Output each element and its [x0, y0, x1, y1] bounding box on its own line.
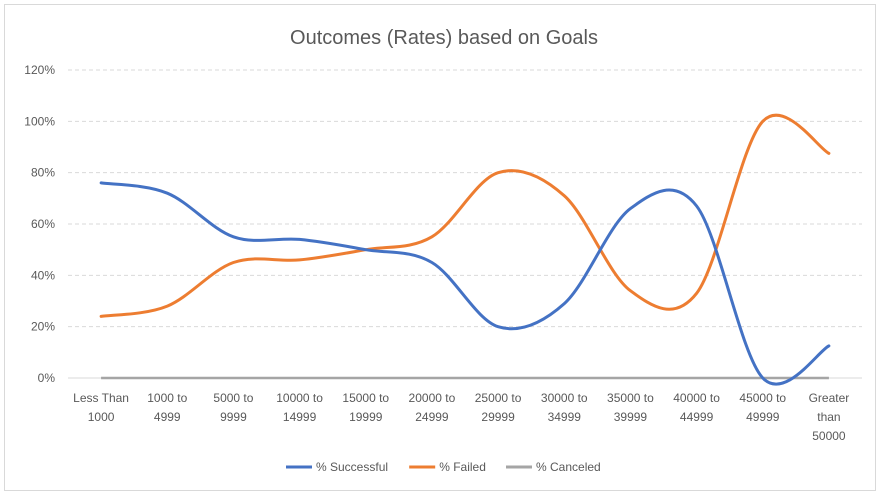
series-line-successful: [99, 181, 831, 386]
y-tick-label: 100%: [24, 114, 55, 128]
legend-label-canceled: % Canceled: [536, 460, 601, 474]
y-tick-label: 0%: [38, 371, 56, 385]
x-axis: Less Than 1000 1000 to 4999 5000 to 9999 10000…: [73, 391, 849, 443]
y-tick-label: 120%: [24, 63, 55, 77]
x-tick-label: 15000 to 19999: [342, 391, 389, 424]
legend-label-successful: % Successful: [316, 460, 388, 474]
y-tick-label: 60%: [31, 217, 55, 231]
series-line-failed: [99, 113, 831, 318]
x-tick-label: 25000 to 29999: [475, 391, 522, 424]
x-tick-label: 30000 to 34999: [541, 391, 588, 424]
x-tick-label: 1000 to 4999: [147, 391, 187, 424]
y-tick-label: 80%: [31, 166, 55, 180]
y-axis: 0% 20% 40% 60% 80% 100% 120%: [24, 63, 55, 385]
chart-title: Outcomes (Rates) based on Goals: [290, 27, 598, 49]
y-tick-label: 40%: [31, 268, 55, 282]
x-tick-label: Greater than 50000: [809, 391, 850, 443]
chart-area: [4, 4, 876, 491]
x-tick-label: 20000 to 24999: [409, 391, 456, 424]
series-lines: [99, 113, 831, 386]
legend-label-failed: % Failed: [439, 460, 486, 474]
x-tick-label: 40000 to 44999: [673, 391, 720, 424]
y-tick-label: 20%: [31, 320, 55, 334]
legend: % Successful % Failed % Canceled: [286, 460, 601, 474]
x-tick-label: 5000 to 9999: [213, 391, 253, 424]
x-tick-label: 10000 to 14999: [276, 391, 323, 424]
x-tick-label: Less Than 1000: [73, 391, 129, 424]
x-tick-label: 45000 to 49999: [739, 391, 786, 424]
x-tick-label: 35000 to 39999: [607, 391, 654, 424]
